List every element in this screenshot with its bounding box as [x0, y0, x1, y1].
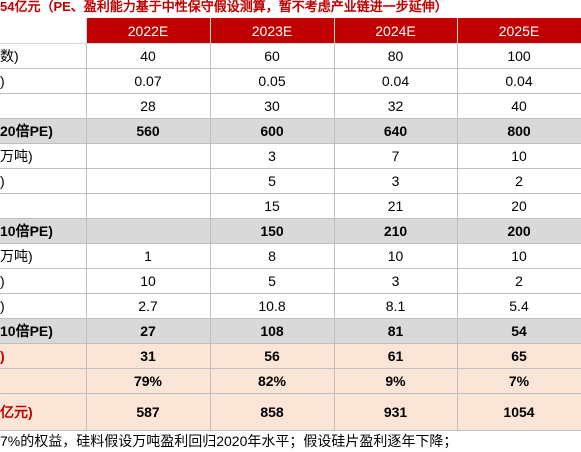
- table-row: 万吨) 1 8 10 10: [0, 243, 581, 269]
- table-cell: 2.7: [86, 293, 211, 319]
- table-cell: 20: [457, 193, 581, 219]
- table-title: 54亿元（PE、盈利能力基于中性保守假设测算，暂不考虑产业链进一步延伸）: [0, 0, 448, 14]
- table-row: 28 30 32 40: [0, 93, 581, 119]
- table-row: 15 21 20: [0, 193, 581, 219]
- table-cell: 931: [334, 393, 458, 431]
- table-cell: 858: [210, 393, 335, 431]
- table-row: 10倍PE) 150 210 200: [0, 218, 581, 244]
- year-header: 2024E: [334, 18, 458, 44]
- table-cell: 10: [457, 143, 581, 169]
- valuation-table: 2022E 2023E 2024E 2025E 数) 40 60 80 100) 0.07…: [0, 18, 581, 431]
- row-label: [0, 368, 87, 394]
- table-row: 79% 82% 9% 7%: [0, 368, 581, 394]
- table-cell: 640: [334, 118, 458, 144]
- table-cell: 108: [210, 318, 335, 344]
- row-label: [0, 193, 87, 219]
- table-cell: 10: [334, 243, 458, 269]
- table-cell: 0.04: [334, 68, 458, 94]
- row-label: 10倍PE): [0, 318, 87, 344]
- year-header: 2025E: [457, 18, 581, 44]
- header-row: 2022E 2023E 2024E 2025E: [0, 18, 581, 44]
- table-row: 10倍PE) 27 108 81 54: [0, 318, 581, 344]
- table-cell: 80: [334, 43, 458, 69]
- table-cell: 100: [457, 43, 581, 69]
- table-cell: 82%: [210, 368, 335, 394]
- row-label: ): [0, 168, 87, 194]
- table-cell: 210: [334, 218, 458, 244]
- row-label: ): [0, 343, 87, 369]
- table-cell: [86, 168, 211, 194]
- table-cell: [86, 193, 211, 219]
- row-label: 数): [0, 43, 87, 69]
- table-cell: 0.07: [86, 68, 211, 94]
- table-cell: 3: [334, 268, 458, 294]
- table-cell: 8.1: [334, 293, 458, 319]
- table-row: ) 2.7 10.8 8.1 5.4: [0, 293, 581, 319]
- table-cell: [86, 143, 211, 169]
- table-row: 万吨) 3 7 10: [0, 143, 581, 169]
- table-cell: [86, 218, 211, 244]
- table-cell: 8: [210, 243, 335, 269]
- row-label: 万吨): [0, 243, 87, 269]
- table-cell: 10: [86, 268, 211, 294]
- table-cell: 1054: [457, 393, 581, 431]
- table-cell: 60: [210, 43, 335, 69]
- table-cell: 32: [334, 93, 458, 119]
- table-cell: 9%: [334, 368, 458, 394]
- table-cell: 800: [457, 118, 581, 144]
- table-cell: 28: [86, 93, 211, 119]
- table-cell: 81: [334, 318, 458, 344]
- table-row: ) 0.07 0.05 0.04 0.04: [0, 68, 581, 94]
- row-label: ): [0, 68, 87, 94]
- row-label: 20倍PE): [0, 118, 87, 144]
- table-row: 20倍PE) 560 600 640 800: [0, 118, 581, 144]
- table-cell: 5: [210, 168, 335, 194]
- table-cell: 3: [334, 168, 458, 194]
- table-cell: 7%: [457, 368, 581, 394]
- table-cell: 3: [210, 143, 335, 169]
- table-cell: 40: [86, 43, 211, 69]
- table-cell: 560: [86, 118, 211, 144]
- row-label: ): [0, 293, 87, 319]
- year-header: 2023E: [210, 18, 335, 44]
- footnote: 7%的权益，硅料假设万吨盈利回归2020年水平；假设硅片盈利逐年下降；: [0, 433, 458, 449]
- table-cell: 10.8: [210, 293, 335, 319]
- row-label: 10倍PE): [0, 218, 87, 244]
- table-row: ) 5 3 2: [0, 168, 581, 194]
- table-cell: 0.05: [210, 68, 335, 94]
- table-cell: 1: [86, 243, 211, 269]
- table-row: 亿元) 587 858 931 1054: [0, 393, 581, 431]
- table-row: 数) 40 60 80 100: [0, 43, 581, 69]
- year-header: 2022E: [86, 18, 211, 44]
- table-row: ) 31 56 61 65: [0, 343, 581, 369]
- row-label: 万吨): [0, 143, 87, 169]
- table-row: ) 10 5 3 2: [0, 268, 581, 294]
- table-cell: 30: [210, 93, 335, 119]
- table-cell: 2: [457, 168, 581, 194]
- table-cell: 5: [210, 268, 335, 294]
- table-cell: 2: [457, 268, 581, 294]
- table-cell: 5.4: [457, 293, 581, 319]
- table-cell: 200: [457, 218, 581, 244]
- row-label: 亿元): [0, 393, 87, 431]
- table-cell: 40: [457, 93, 581, 119]
- table-cell: 65: [457, 343, 581, 369]
- table-cell: 61: [334, 343, 458, 369]
- table-cell: 150: [210, 218, 335, 244]
- row-label: [0, 93, 87, 119]
- table-cell: 15: [210, 193, 335, 219]
- table-cell: 7: [334, 143, 458, 169]
- table-cell: 587: [86, 393, 211, 431]
- header-corner: [0, 18, 87, 44]
- table-cell: 56: [210, 343, 335, 369]
- table-cell: 79%: [86, 368, 211, 394]
- table-cell: 0.04: [457, 68, 581, 94]
- table-cell: 600: [210, 118, 335, 144]
- table-cell: 21: [334, 193, 458, 219]
- table-cell: 10: [457, 243, 581, 269]
- table-cell: 27: [86, 318, 211, 344]
- table-cell: 31: [86, 343, 211, 369]
- row-label: ): [0, 268, 87, 294]
- table-cell: 54: [457, 318, 581, 344]
